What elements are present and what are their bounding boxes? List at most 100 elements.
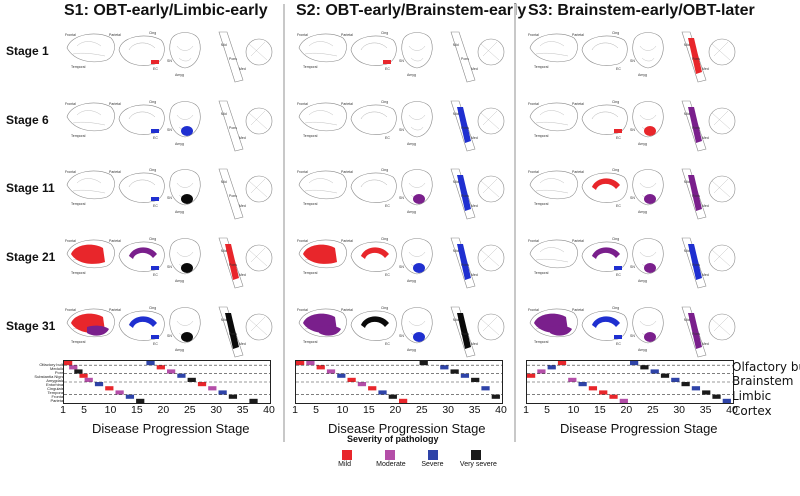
- medial-brain-outline: [118, 172, 165, 203]
- x-tick-label: 15: [131, 404, 143, 416]
- brain-panel-svg: Frontal Parietal Temporal Cing EC Amyg SN Mid Po…: [65, 306, 273, 358]
- brain-region-label: Mid: [684, 43, 690, 47]
- entorhinal-region: [151, 129, 159, 133]
- amygdala-region: [644, 263, 656, 273]
- brain-region-label: Pons: [461, 263, 469, 267]
- brain-region-label: Mid: [453, 249, 459, 253]
- medial-brain-outline: [350, 172, 397, 203]
- x-tick-label: 5: [544, 404, 551, 416]
- legend-swatch: [385, 450, 395, 460]
- brain-region-label: Amyg: [638, 210, 647, 214]
- medial-brain-outline: [581, 172, 628, 203]
- brain-region-label: Frontal: [528, 102, 539, 106]
- x-tick-label: 40: [726, 404, 738, 416]
- brainstem-outline: [450, 237, 476, 289]
- brain-panel: Frontal Parietal Temporal Cing EC Amyg SN Mid Po…: [295, 95, 519, 155]
- brain-region-label: EC: [153, 342, 158, 346]
- heatmap-s1: [63, 360, 271, 404]
- heatmap-s2: [295, 360, 503, 404]
- heatmap-cell: [177, 373, 186, 378]
- cingulate-outline: [128, 111, 156, 120]
- heatmap-s3: [526, 360, 734, 404]
- column-title-s3: S3: Brainstem-early/OBT-later: [528, 2, 755, 19]
- cortex-frontal-region: [303, 244, 337, 264]
- brain-region-label: Frontal: [65, 102, 76, 106]
- medial-brain-outline: [350, 241, 397, 272]
- brain-region-label: EC: [153, 67, 158, 71]
- heatmap-cell: [357, 382, 367, 387]
- legend-label: Very severe: [459, 461, 497, 468]
- cerebellum-folia: [711, 316, 731, 336]
- brainstem-region: [688, 175, 702, 211]
- lateral-cortex-outline: [529, 33, 578, 63]
- lateral-cortex-outline: [529, 239, 578, 269]
- axis-ticks-s3: 1 5 10 15 20 25 30 35 40: [523, 404, 756, 418]
- cerebellum-folia: [248, 247, 268, 267]
- brain-panel-svg: Frontal Parietal Temporal Cing EC Amyg SN Mid Po…: [297, 237, 505, 289]
- brain-region-label: Amyg: [638, 279, 647, 283]
- brain-region-label: Amyg: [638, 348, 647, 352]
- x-tick-label: 10: [336, 404, 349, 416]
- heatmap-cell: [105, 386, 114, 391]
- entorhinal-region: [151, 197, 159, 201]
- coronal-slice-detail: [408, 45, 426, 62]
- brain-region-label: Temporal: [71, 65, 86, 69]
- brain-region-label: Pons: [229, 126, 237, 130]
- column-title-s1: S1: OBT-early/Limbic-early: [64, 2, 268, 19]
- amygdala-region: [644, 332, 656, 342]
- coronal-slice-outline: [401, 32, 433, 69]
- region-label-brainstem: Brainstem: [732, 374, 794, 388]
- coronal-slice-outline: [169, 169, 201, 206]
- amygdala-region: [181, 126, 193, 136]
- brain-region-label: Frontal: [65, 308, 76, 312]
- cerebellum-outline: [477, 175, 505, 203]
- cerebellum-outline: [708, 38, 736, 66]
- heatmap-cell: [481, 386, 490, 391]
- coronal-slice-outline: [401, 307, 433, 344]
- heatmap-cell: [568, 377, 577, 382]
- brain-region-label: Parietal: [572, 33, 584, 37]
- brain-region-label: Frontal: [528, 33, 539, 37]
- brain-region-label: EC: [616, 273, 621, 277]
- brainstem-outline: [681, 168, 707, 220]
- brainstem-outline: [681, 31, 707, 83]
- cingulate-outline: [360, 111, 388, 120]
- brain-region-label: Pons: [229, 194, 237, 198]
- row-label: Frontal: [51, 394, 64, 399]
- heatmap-cell: [136, 398, 145, 403]
- lateral-cortex-outline: [66, 170, 115, 200]
- brain-region-label: Pons: [229, 332, 237, 336]
- cerebellum-outline: [477, 244, 505, 272]
- cerebellum-folia: [248, 316, 268, 336]
- brain-panel: Frontal Parietal Temporal Cing EC Amyg SN Mid Po…: [295, 301, 519, 361]
- brain-region-label: Cing: [381, 100, 388, 104]
- heatmap-cell: [671, 377, 680, 382]
- cerebellum-folia: [711, 178, 731, 198]
- brainstem-region: [457, 244, 471, 280]
- brain-region-label: EC: [385, 273, 390, 277]
- amygdala-region: [413, 332, 425, 342]
- brain-region-label: Temporal: [303, 271, 318, 275]
- brain-panel-svg: Frontal Parietal Temporal Cing EC Amyg SN Mid Po…: [65, 168, 273, 220]
- legend-label: Moderate: [376, 461, 406, 468]
- brain-region-label: Frontal: [297, 33, 308, 37]
- brain-region-label: Med: [471, 273, 478, 277]
- heatmap-cell: [471, 377, 480, 382]
- brain-region-label: Pons: [692, 263, 700, 267]
- brain-region-label: SN: [630, 334, 635, 338]
- entorhinal-region: [383, 60, 391, 64]
- brain-region-label: Cing: [149, 237, 156, 241]
- brain-region-label: Mid: [684, 318, 690, 322]
- x-tick-label: 10: [567, 404, 580, 416]
- coronal-slice-outline: [169, 101, 201, 138]
- amygdala-region: [181, 194, 193, 204]
- brain-region-label: Frontal: [65, 170, 76, 174]
- brain-panel: Frontal Parietal Temporal Cing EC Amyg SN Mid Po…: [63, 95, 287, 155]
- heatmap-cell: [537, 369, 546, 374]
- brain-region-label: EC: [616, 342, 621, 346]
- amygdala-region: [413, 194, 425, 204]
- brainstem-outline: [218, 306, 244, 358]
- brainstem-outline: [450, 306, 476, 358]
- region-label-cortex: Cortex: [732, 404, 772, 418]
- heatmap-cell: [527, 373, 536, 378]
